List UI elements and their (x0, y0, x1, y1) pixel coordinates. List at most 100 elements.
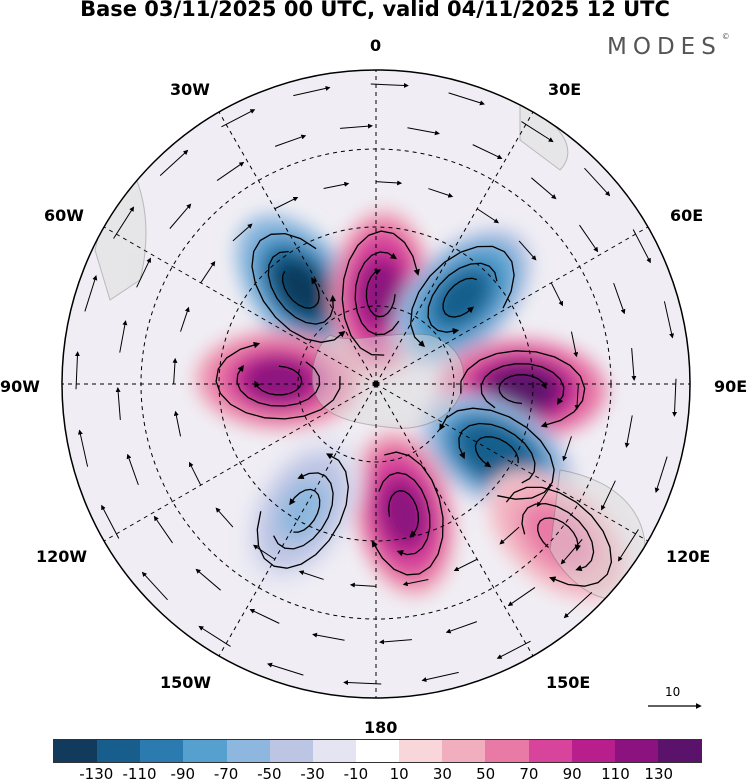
streamline (236, 361, 321, 407)
south-pole-dot (373, 381, 379, 387)
flow-arrow (563, 592, 593, 619)
flow-arrow (560, 539, 583, 565)
map-title: Base 03/11/2025 00 UTC, valid 04/11/2025… (80, 0, 670, 21)
map-border (61, 69, 691, 699)
colorbar-swatch (399, 740, 443, 762)
flow-arrow (631, 348, 637, 381)
flow-arrow (531, 177, 557, 200)
flow-arrow (249, 609, 280, 624)
flow-arrow (189, 461, 202, 486)
colorbar-swatch (355, 740, 400, 762)
flow-arrow (74, 351, 80, 390)
flow-arrow (617, 529, 639, 562)
streamline (505, 486, 613, 587)
colorbar-swatch (614, 740, 658, 762)
streamline (273, 472, 334, 550)
colorbar-tick-label: 50 (476, 765, 496, 783)
flow-arrow (579, 224, 599, 253)
colorbar-tick-label: -50 (257, 765, 282, 783)
flow-arrow (349, 582, 377, 588)
lon-label-150w: 150W (160, 673, 212, 692)
flow-arrow (119, 320, 128, 353)
flow-arrow (518, 240, 537, 261)
flow-arrow (136, 257, 151, 288)
colorbar-swatch (312, 740, 356, 762)
anomaly-low-indian-west-level-5 (434, 270, 490, 326)
colorbar-tick-label: -90 (170, 765, 196, 783)
flow-arrow (499, 526, 520, 545)
flow-arrow (274, 134, 307, 147)
flow-arrow (574, 383, 580, 411)
flow-arrow (536, 484, 552, 508)
lon-label-150e: 150E (546, 673, 591, 692)
colorbar-tick-label: -30 (300, 765, 325, 783)
flow-arrow (379, 639, 412, 645)
colorbar-tick-label: -10 (343, 765, 369, 783)
flow-arrow (507, 587, 536, 607)
flow-arrow (101, 504, 120, 539)
colorbar-swatch (485, 740, 529, 762)
streamline (427, 262, 498, 335)
streamline (442, 277, 478, 318)
streamline (215, 342, 341, 420)
flow-arrow (654, 456, 668, 493)
flow-arrow (169, 203, 192, 229)
colorbar-tick-label: 110 (601, 765, 630, 783)
colorbar-swatch (140, 740, 184, 762)
flow-arrow (113, 206, 135, 239)
streamline (251, 232, 346, 343)
colorbar-tick-label: -70 (213, 765, 239, 783)
flow-arrow (476, 208, 500, 224)
flow-arrow (428, 188, 454, 198)
flow-arrow (613, 282, 626, 315)
flow-arrow (496, 640, 531, 659)
lon-label-0: 0 (370, 36, 382, 55)
colorbar-swatch (657, 740, 702, 762)
flow-arrow (115, 387, 121, 420)
streamline (289, 488, 321, 533)
flow-arrow (84, 275, 98, 312)
streamline (254, 365, 303, 396)
colorbar (53, 739, 702, 763)
flow-arrow (407, 127, 440, 136)
flow-arrow (293, 85, 331, 97)
lon-label-30w: 30W (170, 80, 210, 99)
flow-arrow (221, 109, 256, 128)
lon-label-180: 180 (364, 718, 398, 737)
flow-arrow (340, 123, 373, 129)
anomaly-field (194, 209, 630, 603)
flow-arrow (570, 331, 579, 358)
streamline (365, 269, 396, 318)
lon-label-60e: 60E (670, 206, 704, 225)
streamline (474, 436, 519, 468)
flow-arrow (445, 621, 478, 634)
colorbar-swatch (528, 740, 572, 762)
streamline (439, 407, 555, 500)
colorbar-swatch (54, 740, 98, 762)
flow-arrow (375, 180, 403, 186)
colorbar-swatch (269, 740, 313, 762)
flow-arrow (77, 429, 89, 467)
flow-arrow (453, 558, 478, 571)
flow-arrow (200, 260, 216, 284)
colorbar-tick-label: 130 (644, 765, 674, 783)
flow-arrow (215, 507, 234, 528)
flow-arrow (521, 121, 554, 143)
flow-arrow (370, 82, 409, 88)
flow-arrow (402, 578, 429, 587)
vector-reference-label: 10 (665, 685, 681, 699)
colorbar-swatch (183, 740, 227, 762)
colorbar-tick-label: 30 (432, 765, 452, 783)
flow-arrow (632, 229, 651, 264)
flow-arrow (267, 662, 304, 676)
flow-arrow (472, 144, 503, 159)
colorbar-ticks: -130 -110 -90 -70 -50 -30 -10 10 30 50 70 90 110 130 (0, 765, 750, 783)
streamline (267, 250, 337, 325)
map-disc (62, 70, 690, 698)
flow-arrow (663, 301, 675, 339)
flow-arrow (584, 167, 611, 197)
flow-arrow (624, 415, 633, 448)
anomaly-high-ross-sea-level-5 (381, 481, 426, 546)
flow-arrow (173, 410, 182, 437)
